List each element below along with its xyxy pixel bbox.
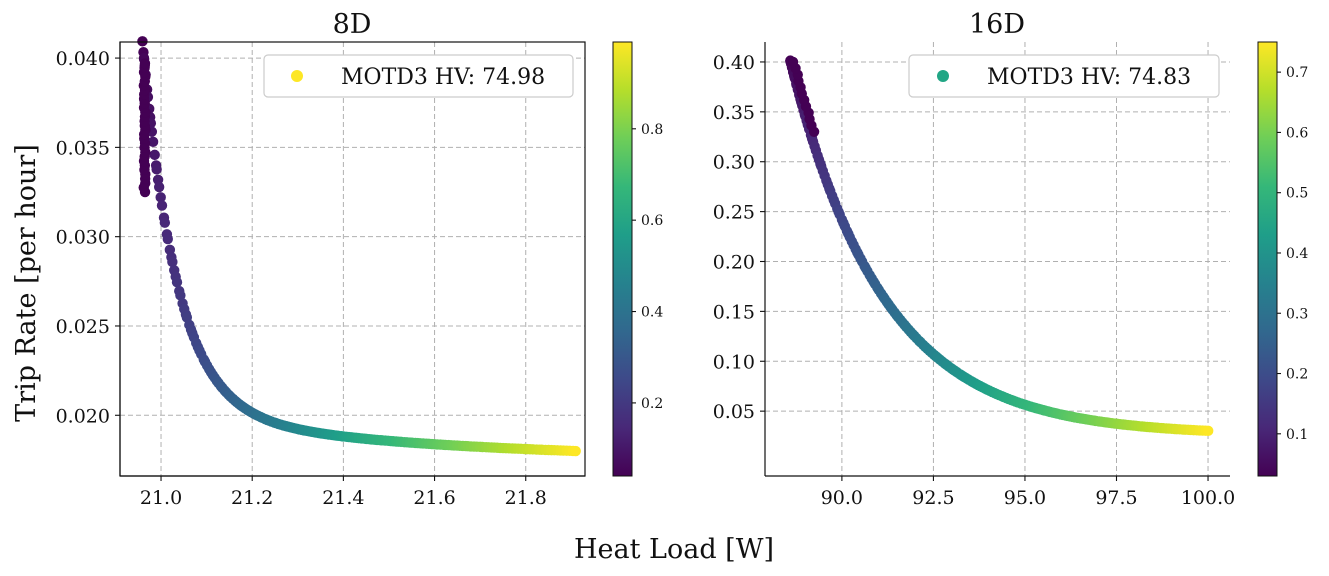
colorbar-tick-label-8d: 0.2 [641,396,663,412]
y-tick-label-8d: 0.030 [56,227,110,249]
scatter-point [159,217,171,228]
colorbar-16d: 0.1 0.2 0.3 0.4 0.5 0.6 0.7 [1257,41,1308,477]
scatter-point [139,58,151,69]
scatter-point [151,164,162,175]
legend-label-16d: MOTD3 HV: 74.83 [987,65,1191,90]
x-axis-label: Heat Load [W] [574,534,774,565]
x-tick-label-8d: 21.2 [231,487,273,509]
colorbar-tick-label-8d: 0.8 [641,122,663,138]
legend-marker-8d [291,70,303,82]
y-tick-label-16d: 0.15 [713,301,755,323]
y-tick-label-8d: 0.040 [56,48,110,70]
scatter-point [149,149,160,161]
colorbar-tick-label-16d: 0.2 [1286,367,1308,383]
scatter-point [171,277,183,288]
scatter-points-16d [785,55,1214,437]
scatter-points-8d [137,36,581,457]
colorbar-tick-label-16d: 0.1 [1286,427,1308,443]
y-tick-label-16d: 0.20 [713,251,755,273]
colorbar-tick-label-16d: 0.6 [1286,125,1308,141]
colorbar-gradient-8d [612,41,633,477]
chart-title-8d: 8D [333,9,372,40]
scatter-point [137,36,148,47]
colorbar-tick-label-8d: 0.4 [641,305,663,321]
y-tick-label-16d: 0.05 [713,401,755,423]
colorbar-tick-label-16d: 0.7 [1286,65,1308,81]
scatter-point [570,445,581,457]
y-tick-label-8d: 0.035 [56,137,110,159]
legend-16d: MOTD3 HV: 74.83 [908,54,1220,98]
colorbar-gradient-16d [1257,41,1278,477]
colorbar-tick-label-8d: 0.6 [641,213,663,229]
x-tick-label-8d: 21.0 [140,487,182,509]
y-axis-label: Trip Rate [per hour] [11,144,42,422]
colorbar-tick-label-16d: 0.5 [1286,186,1308,202]
scatter-point [162,233,173,245]
scatter-point [153,181,165,193]
y-tick-label-8d: 0.025 [56,316,110,338]
panel-8d: 21.0 21.2 21.4 21.6 21.8 0.020 0.025 0.030 0.03… [56,9,664,509]
scatter-point [156,200,168,211]
scatter-point [1202,425,1214,437]
y-tick-label-8d: 0.020 [56,405,110,427]
colorbar-tick-label-16d: 0.4 [1286,246,1308,262]
scatter-point [167,256,178,268]
axes-frame-8d [119,41,586,477]
x-tick-label-16d: 92.5 [912,487,954,509]
scatter-point [175,290,186,301]
y-tick-label-16d: 0.10 [713,351,755,373]
x-tick-label-16d: 97.5 [1095,487,1137,509]
panel-16d: 90.0 92.5 95.0 97.5 100.0 0.05 0.10 0.15 0.20 0.… [713,9,1309,509]
x-tick-label-8d: 21.6 [413,487,455,509]
colorbar-tick-label-16d: 0.3 [1286,306,1308,322]
x-tick-label-16d: 95.0 [1004,487,1046,509]
y-tick-label-16d: 0.25 [713,202,755,224]
x-tick-label-8d: 21.4 [322,487,364,509]
chart-title-16d: 16D [969,9,1025,40]
x-tick-label-16d: 90.0 [821,487,863,509]
scatter-point [155,192,166,203]
legend-label-8d: MOTD3 HV: 74.98 [341,65,545,90]
y-tick-label-16d: 0.30 [713,152,755,174]
x-tick-label-16d: 100.0 [1181,487,1235,509]
scatter-point [787,56,799,68]
scatter-point [147,136,159,148]
y-tick-label-16d: 0.40 [713,52,755,74]
x-tick-label-8d: 21.8 [505,487,547,509]
legend-8d: MOTD3 HV: 74.98 [263,54,574,98]
colorbar-8d: 0.2 0.4 0.6 0.8 [612,41,663,477]
y-tick-label-16d: 0.35 [713,102,755,124]
legend-marker-16d [937,70,949,82]
